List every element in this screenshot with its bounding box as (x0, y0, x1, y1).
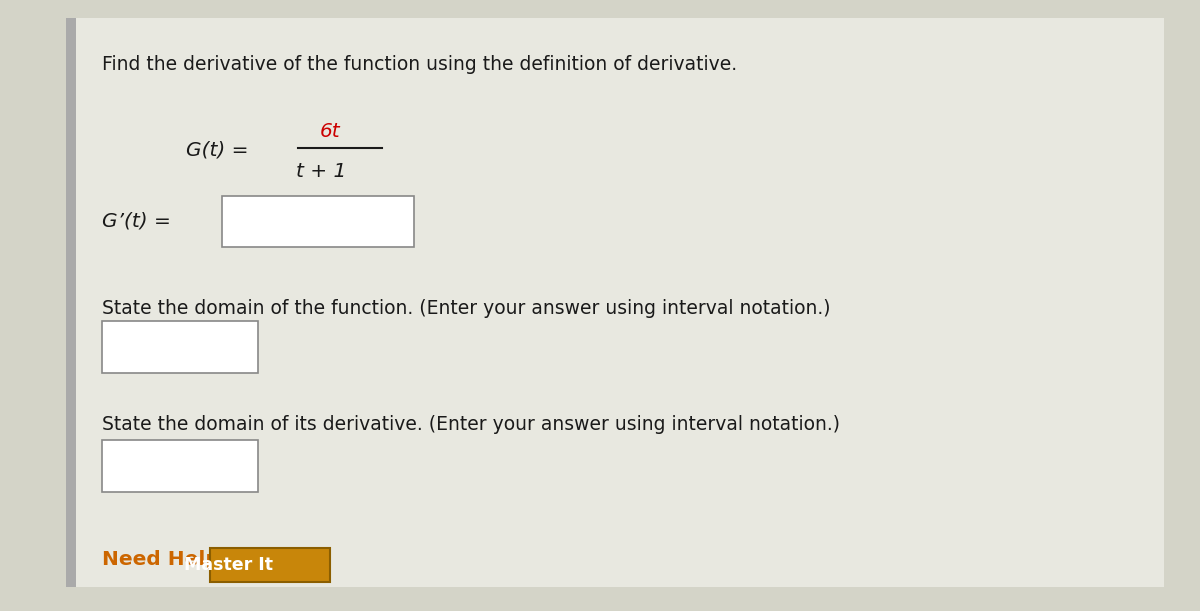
Text: State the domain of its derivative. (Enter your answer using interval notation.): State the domain of its derivative. (Ent… (102, 415, 840, 434)
FancyBboxPatch shape (102, 321, 258, 373)
FancyBboxPatch shape (66, 18, 1164, 587)
FancyBboxPatch shape (222, 196, 414, 247)
Text: Need Help?: Need Help? (102, 549, 232, 569)
Text: G’(t) =: G’(t) = (102, 211, 170, 231)
FancyBboxPatch shape (102, 440, 258, 492)
Text: t + 1: t + 1 (296, 161, 347, 181)
Text: Master It: Master It (184, 556, 272, 574)
Text: Find the derivative of the function using the definition of derivative.: Find the derivative of the function usin… (102, 54, 737, 74)
Text: G(t) =: G(t) = (186, 140, 248, 159)
FancyBboxPatch shape (210, 548, 330, 582)
Text: State the domain of the function. (Enter your answer using interval notation.): State the domain of the function. (Enter… (102, 299, 830, 318)
Text: 6t: 6t (319, 122, 341, 141)
FancyBboxPatch shape (66, 18, 76, 587)
